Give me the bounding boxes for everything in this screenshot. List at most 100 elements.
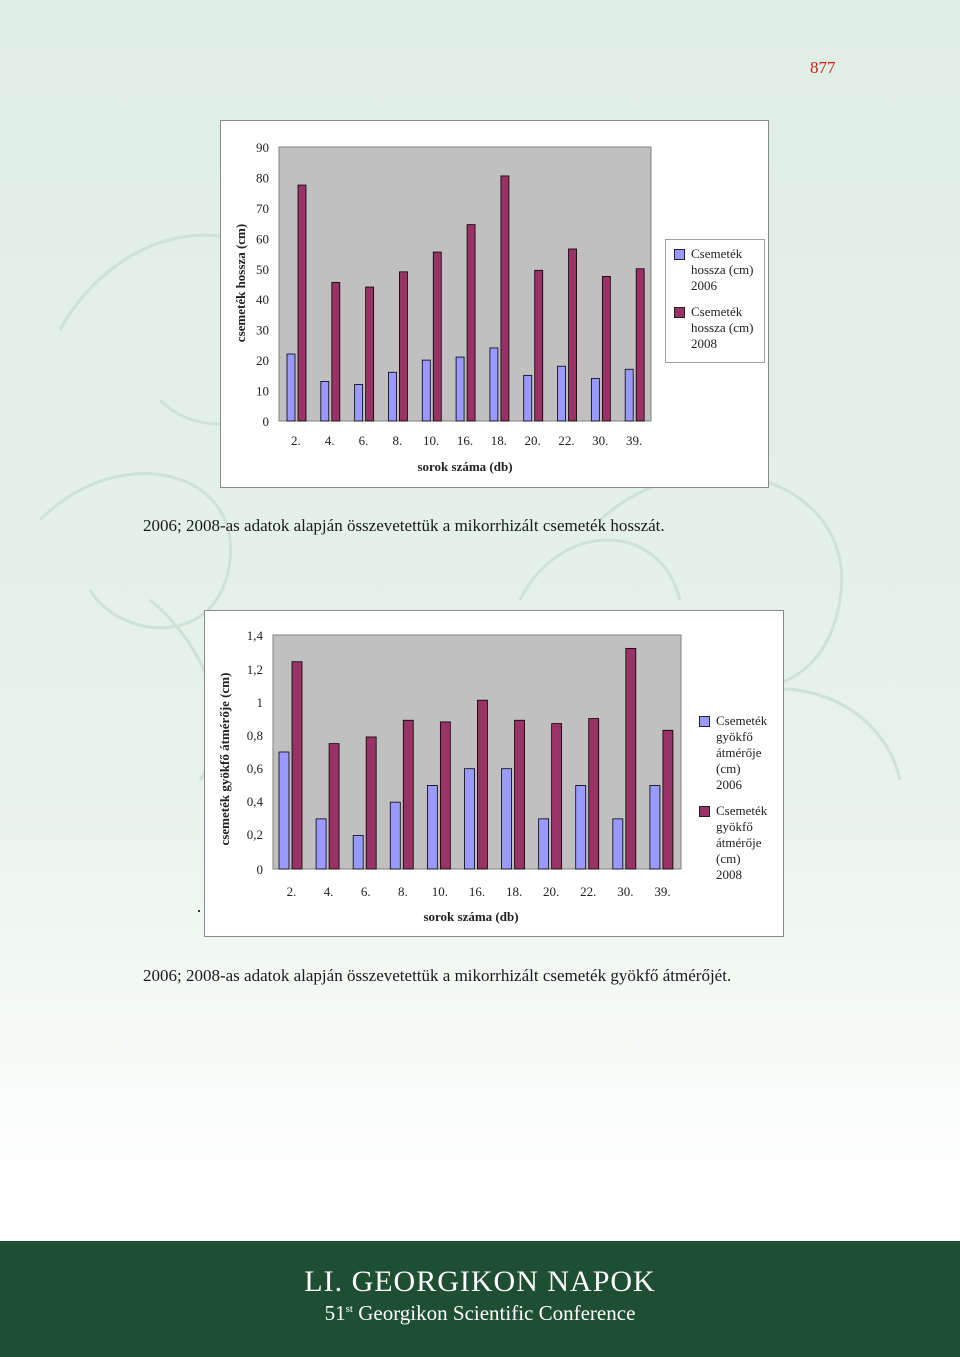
y-tick-label: 90	[256, 140, 269, 155]
x-tick-label: 39.	[654, 884, 670, 899]
x-tick-label: 30.	[592, 433, 608, 448]
bar	[500, 175, 510, 422]
bar	[557, 365, 566, 422]
bar	[297, 184, 307, 422]
legend-item-2008: Csemeték hossza (cm) 2008	[674, 304, 756, 352]
chart-stem-length: 0 10 20 30 40 50 60 70 80 90 2. 4. 6. 8. 10. 16. 18. 20. 2…	[220, 120, 769, 488]
bar	[523, 374, 533, 422]
legend-line: átmérője	[716, 835, 762, 850]
caption-root-diameter: 2006; 2008-as adatok alapján összevetett…	[143, 966, 732, 985]
y-tick-label: 0,2	[247, 827, 263, 842]
bar	[624, 368, 634, 422]
legend-line: hossza (cm)	[691, 262, 754, 277]
x-tick-label: 4.	[324, 884, 334, 899]
bar	[649, 785, 661, 870]
bar	[568, 248, 577, 422]
bar	[464, 768, 475, 870]
x-tick-label: 22.	[580, 884, 596, 899]
x-tick-label: 30.	[617, 884, 633, 899]
x-tick-label: 20.	[525, 433, 541, 448]
footer-subtitle: 51st Georgikon Scientific Conference	[0, 1301, 960, 1326]
x-axis-label: sorok száma (db)	[423, 909, 518, 924]
legend-swatch-2006	[699, 716, 710, 727]
y-tick-label: 0,8	[247, 728, 263, 743]
bar	[514, 719, 525, 870]
x-tick-label: 20.	[543, 884, 559, 899]
legend-line: átmérője	[716, 745, 762, 760]
legend-line: hossza (cm)	[691, 320, 754, 335]
caption-stem-length: 2006; 2008-as adatok alapján összevetett…	[143, 516, 665, 535]
x-tick-label: 8.	[392, 433, 402, 448]
chart-root-diameter: 0 0,2 0,4 0,6 0,8 1 1,2 1,4 2. 4. 6. 8. 10. 16. 18. 20.…	[204, 610, 784, 937]
legend-item-2008: Csemeték gyökfő átmérője (cm) 2008	[699, 803, 769, 883]
x-tick-label: 16.	[469, 884, 485, 899]
bar	[365, 286, 375, 422]
x-tick-label: 4.	[325, 433, 335, 448]
legend-root-diameter: Csemeték gyökfő átmérője (cm) 2006 Cseme…	[691, 707, 777, 893]
bar	[601, 275, 611, 422]
x-tick-label: 6.	[359, 433, 369, 448]
footer-title: LI. GEORGIKON NAPOK	[304, 1265, 656, 1298]
chart-stem-length-svg: 0 10 20 30 40 50 60 70 80 90 2. 4. 6. 8. 10. 16. 18. 20. 2…	[233, 140, 652, 474]
bar	[489, 347, 499, 422]
x-tick-label: 2.	[287, 884, 297, 899]
x-tick-label: 10.	[432, 884, 448, 899]
bar	[286, 353, 296, 422]
bar	[278, 751, 290, 870]
x-tick-label: 39.	[626, 433, 642, 448]
bar	[320, 381, 330, 422]
footer-subtitle-number: 51	[324, 1301, 346, 1325]
legend-line: (cm) 2006	[716, 761, 742, 792]
y-axis-label: csemeték hossza (cm)	[233, 224, 248, 342]
page-number: 877	[810, 58, 836, 77]
y-tick-label: 1,2	[247, 662, 263, 677]
bar	[352, 835, 364, 870]
legend-line: Csemeték	[691, 304, 743, 319]
y-tick-label: 20	[256, 353, 269, 368]
footer-subtitle-rest: Georgikon Scientific Conference	[352, 1301, 636, 1325]
x-tick-label: 2.	[291, 433, 301, 448]
y-axis-label: csemeték gyökfő átmérője (cm)	[217, 673, 232, 846]
bar	[291, 661, 303, 870]
bar	[331, 282, 341, 422]
bar	[315, 818, 327, 870]
x-tick-label: 16.	[457, 433, 473, 448]
x-tick-label: 10.	[423, 433, 439, 448]
bar	[388, 371, 397, 422]
x-tick-label: 8.	[398, 884, 408, 899]
bar	[551, 723, 563, 870]
bar	[501, 768, 512, 870]
legend-line: Csemeték	[691, 246, 743, 261]
bar	[402, 719, 414, 870]
legend-line: (cm) 2008	[716, 851, 742, 882]
legend-stem-length: Csemeték hossza (cm) 2006 Csemeték hossz…	[665, 239, 765, 363]
y-tick-label: 30	[256, 323, 269, 338]
bar	[575, 785, 587, 870]
bar	[432, 251, 442, 422]
bar	[328, 743, 340, 870]
y-tick-label: 0	[257, 862, 264, 877]
y-tick-label: 10	[256, 384, 269, 399]
x-axis-label: sorok száma (db)	[417, 459, 512, 474]
y-tick-label: 1	[257, 695, 264, 710]
plot-area	[278, 146, 652, 422]
bar	[590, 377, 600, 422]
y-tick-label: 70	[256, 201, 269, 216]
legend-swatch-2008	[699, 806, 710, 817]
legend-line: gyökfő	[716, 819, 753, 834]
legend-line: 2006	[691, 278, 717, 293]
legend-item-2006: Csemeték gyökfő átmérője (cm) 2006	[699, 713, 769, 793]
bar	[534, 269, 544, 422]
legend-swatch-2008	[674, 307, 685, 318]
bar	[588, 718, 600, 870]
x-tick-label: 18.	[491, 433, 507, 448]
y-tick-label: 80	[256, 170, 269, 185]
bar	[426, 785, 438, 870]
bar	[365, 736, 377, 870]
bar	[625, 647, 637, 870]
stray-dot	[198, 910, 200, 912]
bar	[612, 818, 624, 870]
bar	[477, 699, 488, 870]
bar	[389, 801, 401, 870]
x-tick-label: 22.	[558, 433, 574, 448]
